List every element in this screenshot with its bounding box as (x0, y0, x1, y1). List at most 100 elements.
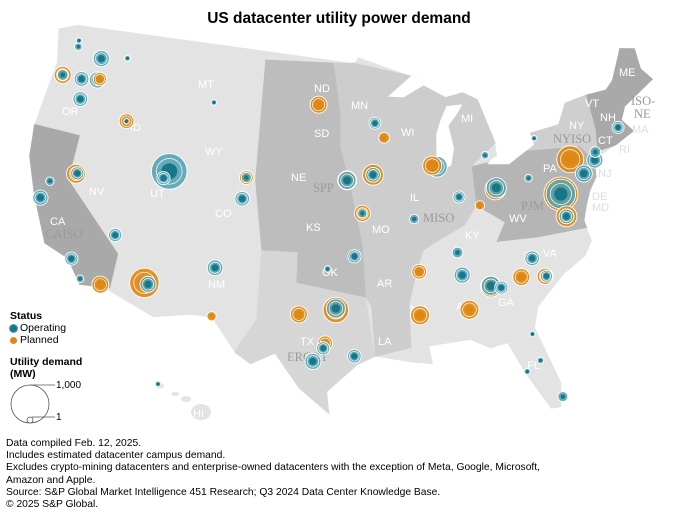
bubble-core (209, 314, 214, 319)
state-label: NJ (598, 168, 611, 180)
bubble-core (76, 44, 81, 49)
planned-datacenter-bubble (459, 299, 480, 320)
bubble-core (517, 273, 526, 281)
bubble-core (491, 183, 501, 193)
state-label: NV (89, 186, 105, 198)
operating-datacenter-bubble (451, 246, 464, 259)
legend-item-operating: Operating (10, 322, 82, 334)
state-label: CT (598, 135, 613, 147)
state-label: NH (600, 112, 616, 124)
operating-datacenter-bubble (150, 153, 188, 190)
operating-datacenter-bubble (108, 228, 123, 243)
bubble-ring (349, 350, 360, 362)
operating-datacenter-bubble (32, 189, 49, 206)
lakes-layer (387, 75, 535, 171)
operating-datacenter-bubble (453, 266, 471, 284)
bubble-core (415, 311, 425, 320)
operating-datacenter-bubble (240, 172, 252, 184)
bubble-ring (156, 158, 183, 185)
bubble-core (156, 382, 160, 386)
bubble-core (124, 119, 129, 123)
operating-datacenter-bubble (325, 298, 346, 319)
bubble-core (68, 255, 75, 262)
bubble-ring (367, 169, 379, 181)
bubble-core (486, 281, 496, 291)
bubble-core (96, 280, 105, 289)
state-label: MI (461, 113, 473, 125)
planned-datacenter-bubble (91, 275, 110, 294)
iso-label-isone: ISO- (631, 94, 655, 108)
size-legend: 1,000 1 (10, 380, 81, 424)
state-label: TX (300, 336, 315, 348)
state-label: SD (314, 128, 329, 140)
state-label: NE (291, 172, 306, 184)
operating-datacenter-bubble (494, 280, 509, 295)
state-label: MA (632, 124, 649, 136)
region-caiso (29, 124, 119, 289)
bubble-core (326, 267, 330, 271)
operating-datacenter-bubble (452, 190, 466, 204)
bubble-core (360, 211, 365, 216)
operating-datacenter-bubble (206, 259, 224, 277)
bubble-ring (120, 115, 133, 127)
bubble-core (465, 305, 474, 315)
bubble-core (125, 56, 130, 60)
operating-datacenter-bubble (75, 37, 83, 44)
state-label: MT (198, 79, 214, 91)
bubble-ring (356, 207, 369, 220)
bubble-core (564, 153, 577, 166)
operating-datacenter-bubble (323, 265, 332, 273)
operating-datacenter-bubble (365, 167, 381, 183)
operating-datacenter-bubble (589, 146, 602, 158)
bubble-core (563, 213, 570, 220)
footnotes: Data compiled Feb. 12, 2025. Includes es… (6, 438, 540, 511)
bubble-ring (462, 302, 477, 317)
legend-item-planned: Planned (10, 334, 82, 346)
status-legend: Status Operating Planned Utility demand … (10, 310, 82, 380)
size-legend-min-circle (26, 416, 34, 424)
state-label: IL (410, 192, 419, 204)
operating-datacenter-bubble (154, 380, 162, 388)
iso-label-miso: MISO (423, 211, 454, 225)
bubble-ring (74, 93, 86, 105)
bubble-ring (454, 192, 464, 202)
state-label: WI (401, 127, 414, 139)
state-label: PA (543, 163, 558, 175)
operating-datacenter-bubble (139, 275, 157, 293)
bubble-core (78, 75, 85, 83)
bubble-core (580, 169, 588, 178)
hawaii-island (191, 404, 211, 420)
bubble-ring (526, 252, 538, 264)
bubble-ring (306, 355, 320, 368)
operating-datacenter-bubble (557, 391, 569, 403)
bubble-ring (514, 270, 528, 284)
bubble-core (477, 203, 482, 208)
state-label: OR (62, 106, 79, 118)
bubble-core (96, 76, 103, 83)
operating-datacenter-bubble (124, 55, 131, 62)
bubble-core (369, 171, 377, 179)
size-legend-min-label: 1 (56, 412, 62, 423)
bubble-ring (141, 278, 155, 291)
bubble-core (526, 176, 531, 180)
bubble-core (78, 277, 82, 281)
planned-datacenter-bubble (512, 268, 531, 287)
operating-datacenter-bubble (75, 274, 85, 283)
bubble-ring (72, 168, 83, 179)
operating-datacenter-bubble (530, 135, 538, 142)
planned-dot-icon (10, 336, 17, 344)
operating-datacenter-bubble (72, 91, 89, 107)
state-label: MD (592, 202, 609, 214)
state-label: HI (193, 408, 204, 420)
state-label: FL (527, 360, 540, 372)
operating-datacenter-bubble (545, 178, 577, 210)
planned-datacenter-bubble (309, 95, 328, 114)
operating-datacenter-bubble (529, 330, 536, 338)
iso-label-nyiso: NYISO (553, 132, 591, 146)
operating-datacenter-bubble (539, 269, 553, 283)
operating-datacenter-bubble (558, 208, 575, 225)
operating-datacenter-bubble (56, 69, 69, 81)
bubble-core (615, 124, 621, 131)
bubble-ring (75, 73, 88, 85)
operating-datacenter-bubble (123, 117, 130, 125)
